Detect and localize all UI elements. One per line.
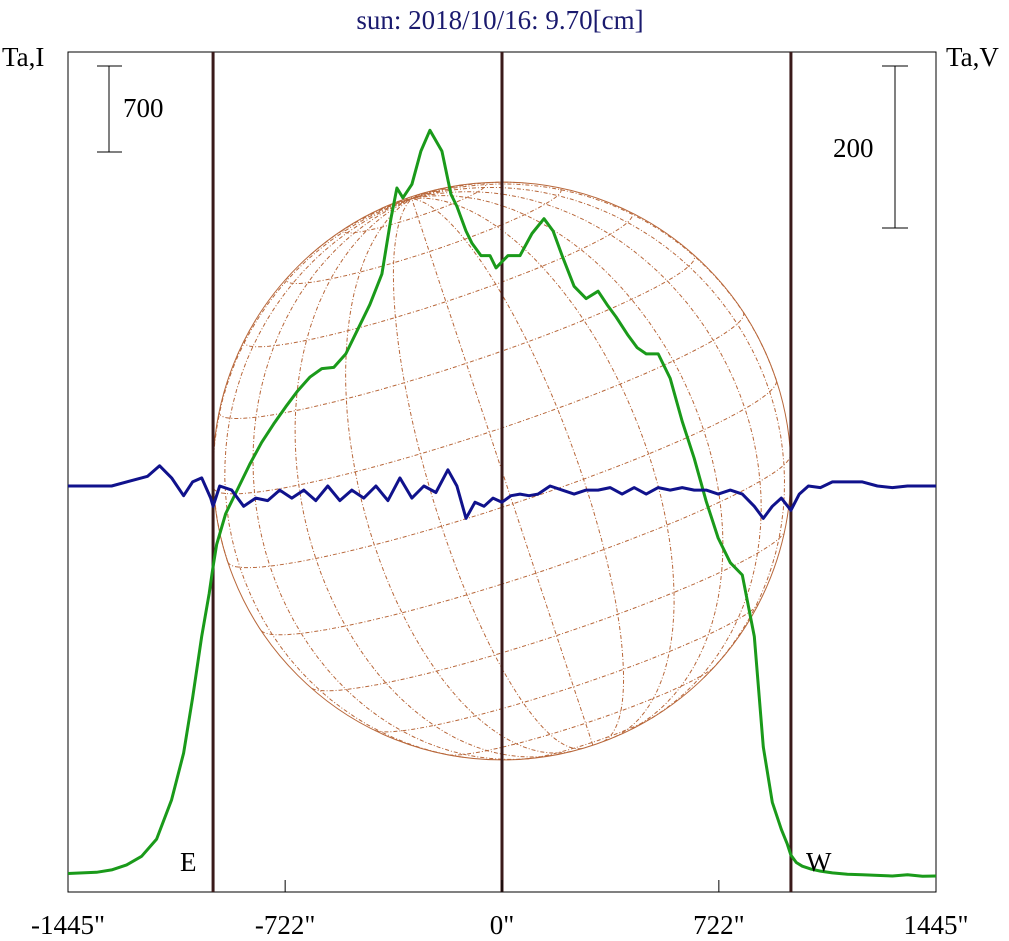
limb-label-east: E (180, 847, 197, 877)
longitude-line (392, 198, 582, 750)
longitude-line (411, 198, 594, 746)
latitude-line (311, 531, 785, 692)
x-tick-label: -1445" (31, 910, 105, 940)
scale-bar-right: 200 (833, 65, 908, 229)
longitude-line (411, 195, 724, 730)
scale-bar-right-label: 200 (833, 133, 874, 163)
latitude-line (286, 186, 562, 284)
longitude-line (411, 183, 777, 381)
longitude-line (224, 198, 464, 758)
longitude-line (411, 181, 527, 200)
x-tick-label: 1445" (903, 910, 968, 940)
longitude-line (411, 187, 786, 678)
left-axis-label: Ta,I (2, 42, 44, 72)
scale-bar-left: 700 (97, 65, 164, 153)
chart-title: sun: 2018/10/16: 9.70[cm] (356, 5, 643, 35)
longitude-line (294, 198, 552, 758)
longitude-line (411, 187, 443, 200)
x-tick-label: -722" (255, 910, 316, 940)
scale-bar-left-label: 700 (123, 93, 164, 123)
longitude-line (411, 191, 762, 719)
right-axis-label: Ta,V (946, 42, 999, 72)
longitude-line (310, 198, 412, 255)
longitude-line (411, 198, 625, 742)
latitude-line (213, 312, 745, 495)
limb-label-west: W (806, 847, 832, 877)
latitude-line (243, 211, 633, 348)
longitude-line (252, 198, 530, 760)
series-line-polarization (68, 464, 936, 520)
longitude-line (411, 193, 419, 200)
x-tick-label: 722" (693, 910, 745, 940)
latitude-line (375, 603, 759, 733)
latitude-line (449, 666, 715, 756)
solar-disk (212, 181, 792, 761)
latitude-line (218, 254, 696, 419)
latitude-line (260, 455, 791, 636)
x-axis-ticks: -1445" -722" 0" 722" 1445" (31, 880, 969, 940)
longitude-line (411, 192, 426, 200)
series-line-intensity (67, 128, 937, 878)
x-tick-label: 0" (490, 910, 515, 940)
latitude-line (527, 716, 654, 760)
longitude-line (411, 197, 675, 738)
series-group (67, 128, 937, 878)
limb-markers (211, 52, 793, 892)
